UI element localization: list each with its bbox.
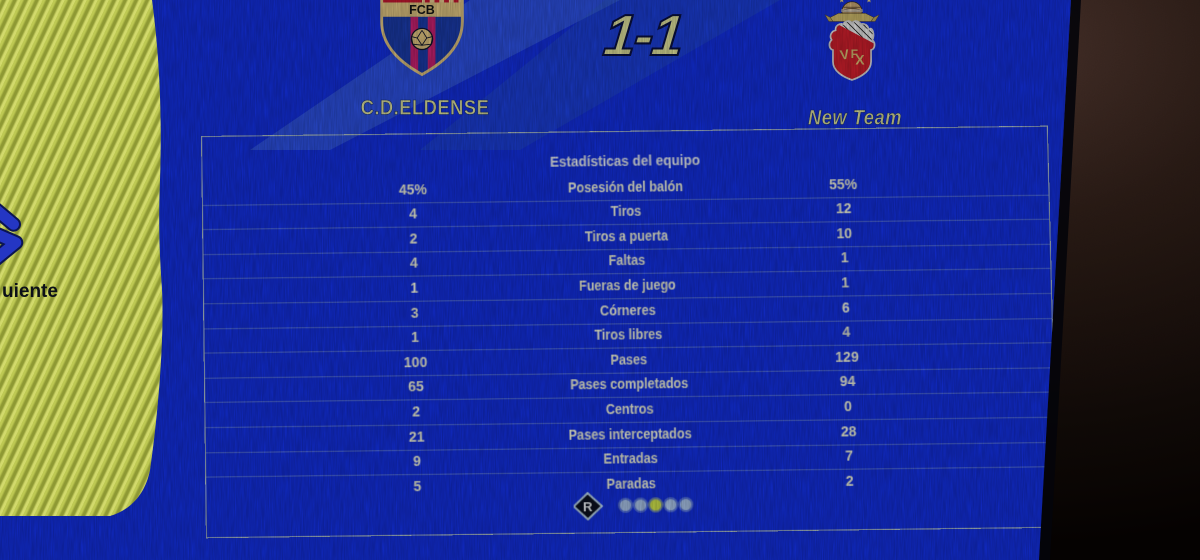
- svg-text:★: ★: [866, 0, 873, 4]
- svg-text:FCB: FCB: [409, 3, 435, 17]
- svg-text:X: X: [855, 52, 864, 67]
- svg-text:★: ★: [838, 0, 845, 4]
- svg-text:R: R: [583, 499, 593, 514]
